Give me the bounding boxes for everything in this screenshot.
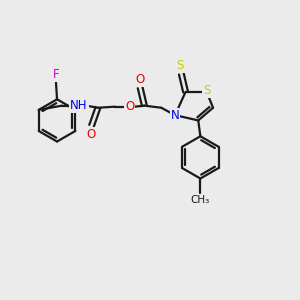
- Text: N: N: [171, 109, 179, 122]
- Text: N: N: [171, 109, 179, 122]
- Text: O: O: [136, 73, 145, 86]
- Text: NH: NH: [70, 99, 88, 112]
- Text: S: S: [203, 84, 210, 97]
- Text: F: F: [53, 68, 59, 82]
- Text: CH₃: CH₃: [191, 195, 210, 205]
- Text: O: O: [125, 100, 134, 113]
- Text: S: S: [177, 59, 184, 72]
- Text: O: O: [86, 128, 95, 141]
